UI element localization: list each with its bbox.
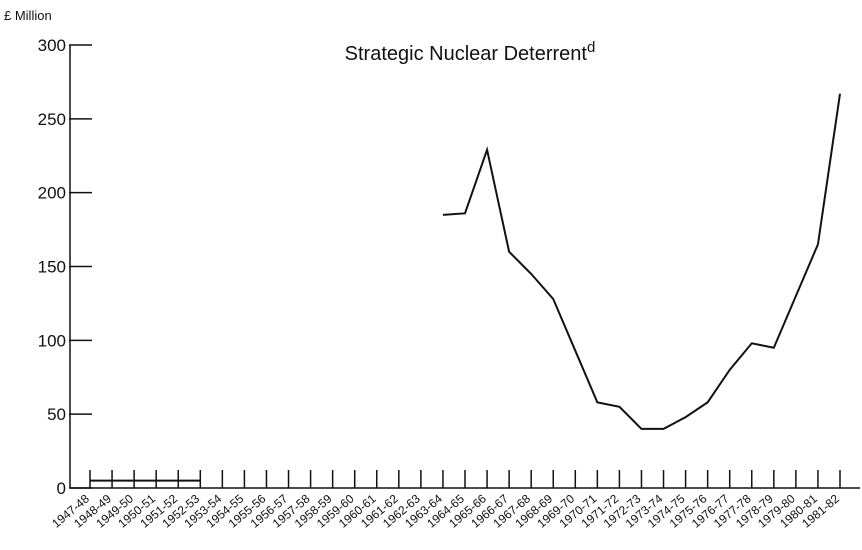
y-tick-label: 200 [38, 184, 66, 203]
y-tick-label: 50 [47, 405, 66, 424]
chart-title: Strategic Nuclear Deterrentd [345, 39, 596, 65]
title-superscript: d [587, 39, 595, 56]
y-tick-label: 0 [57, 479, 66, 498]
title-text: Strategic Nuclear Deterrent [345, 43, 588, 65]
y-tick-label: 150 [38, 258, 66, 277]
y-tick-label: 300 [38, 36, 66, 55]
y-tick-label: 250 [38, 110, 66, 129]
y-axis-label: £ Million [4, 8, 52, 23]
y-tick-label: 100 [38, 331, 66, 350]
data-line [90, 93, 841, 482]
